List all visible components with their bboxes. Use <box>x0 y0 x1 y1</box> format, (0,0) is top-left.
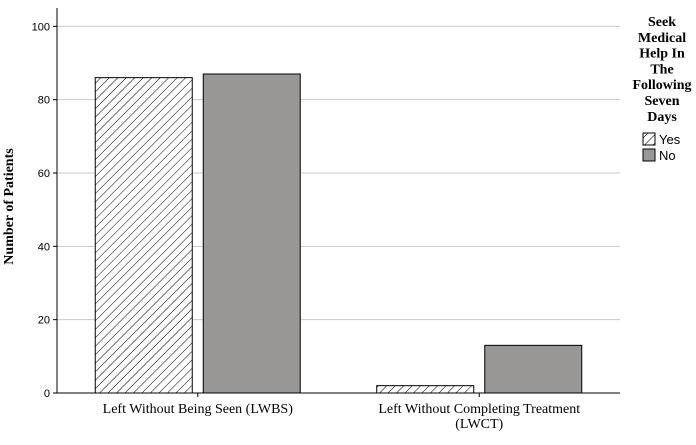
legend-title: Seek Medical Help In The Following Seven Days <box>632 15 691 125</box>
y-axis-title: Number of Patients <box>2 148 17 265</box>
legend-label-no: No <box>659 148 676 163</box>
legend-title-line: Medical <box>638 31 686 46</box>
x-category-label: Left Without Being Seen (LWBS) <box>103 402 294 417</box>
legend-title-line: The <box>650 62 673 77</box>
legend-title-line: Seek <box>648 15 676 30</box>
y-tick-label: 0 <box>44 388 50 400</box>
legend-title-line: Following <box>632 78 691 93</box>
y-tick-label: 100 <box>32 21 50 33</box>
x-category-label-line: (LWCT) <box>455 417 503 432</box>
legend-title-line: Seven <box>645 94 680 109</box>
bar-yes <box>94 77 193 394</box>
bars <box>94 73 583 394</box>
bar-no <box>202 73 301 394</box>
legend-swatch-no <box>642 148 656 162</box>
legend-label-yes: Yes <box>659 132 681 147</box>
x-category-label-line: Left Without Completing Treatment <box>378 402 580 417</box>
x-category-label: Left Without Completing Treatment (LWCT) <box>378 402 580 432</box>
legend-title-line: Days <box>647 110 677 125</box>
y-tick-label: 60 <box>38 168 50 180</box>
bar-yes <box>376 385 475 394</box>
legend-title-line: Help In <box>639 47 685 62</box>
y-tick-label: 40 <box>38 241 50 253</box>
y-tick-label: 20 <box>38 315 50 327</box>
labels: 0 20 40 60 80 100 Left Without Being Seen (LWB… <box>2 21 580 432</box>
legend-swatch-yes <box>642 132 656 146</box>
bar-no <box>484 344 583 394</box>
legend: Seek Medical Help In The Following Seven Days Y… <box>632 15 691 163</box>
y-tick-label: 80 <box>38 95 50 107</box>
